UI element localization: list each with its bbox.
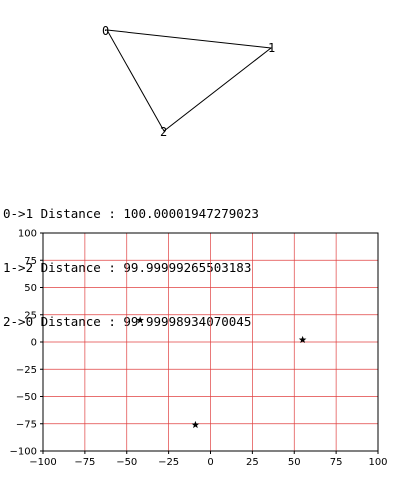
x-tick-label: 100	[368, 457, 387, 468]
star-marker	[191, 420, 200, 429]
y-tick-label: −100	[10, 447, 37, 458]
x-tick-label: 0	[207, 457, 213, 468]
axis-ticks: −100 −75 −50 −25 0 25 50 75 100 100 75 50 25 0 −25 −50 −…	[10, 229, 388, 469]
y-tick-label: 0	[31, 338, 37, 349]
y-tick-label: 50	[24, 283, 37, 294]
distance-line-2-0: 2->0 Distance : 99.99998934070045	[3, 314, 252, 329]
y-tick-label: 100	[18, 229, 37, 240]
x-tick-label: −100	[29, 457, 56, 468]
y-tick-label: 75	[24, 256, 37, 267]
scatter-chart: −100 −75 −50 −25 0 25 50 75 100 100 75 50 25 0 −25 −50 −…	[10, 229, 388, 469]
data-points	[136, 316, 307, 429]
chart-grid	[42, 232, 379, 452]
distance-output: 0->1 Distance : 100.00001947279023 1->2 …	[3, 169, 259, 349]
y-tick-label: −75	[16, 419, 37, 430]
x-tick-label: 50	[288, 457, 301, 468]
x-tick-label: −75	[74, 457, 95, 468]
x-tick-label: 75	[330, 457, 343, 468]
distance-line-0-1: 0->1 Distance : 100.00001947279023	[3, 206, 259, 221]
vertex-label-0: 0	[102, 24, 109, 38]
y-tick-label: 25	[24, 310, 37, 321]
x-tick-label: 25	[246, 457, 259, 468]
triangle-shape	[106, 29, 273, 132]
y-tick-label: −50	[16, 392, 37, 403]
vertex-label-1: 1	[268, 41, 275, 55]
vertex-label-2: 2	[160, 125, 167, 139]
star-marker	[298, 335, 307, 344]
x-tick-label: −50	[116, 457, 137, 468]
triangle-diagram: 0 1 2	[102, 24, 275, 139]
y-tick-label: −25	[16, 365, 37, 376]
distance-line-1-2: 1->2 Distance : 99.99999265503183	[3, 260, 252, 275]
x-tick-label: −25	[158, 457, 179, 468]
star-marker	[136, 316, 144, 324]
